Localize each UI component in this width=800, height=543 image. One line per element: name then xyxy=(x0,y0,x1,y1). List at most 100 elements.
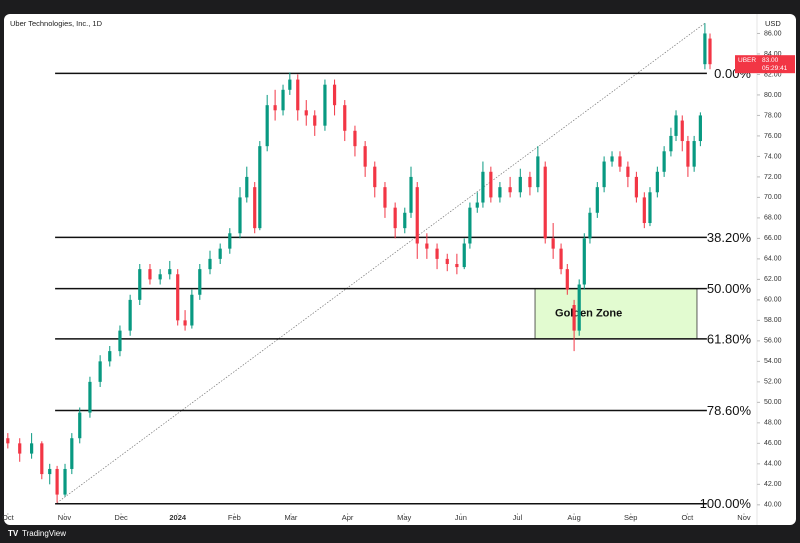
candle-body xyxy=(559,248,563,270)
candle-body xyxy=(383,187,387,208)
footer-text: TradingView xyxy=(22,529,66,538)
candle-body xyxy=(551,238,555,249)
x-tick-label: Nov xyxy=(58,513,72,522)
candle-body xyxy=(626,166,630,177)
golden-zone-label: Golden Zone xyxy=(555,308,622,320)
candle-body xyxy=(55,468,59,495)
candle-body xyxy=(475,202,479,208)
candle-body xyxy=(313,115,317,126)
candle-body xyxy=(281,89,285,111)
x-tick-label: 2024 xyxy=(169,513,187,522)
candle-body xyxy=(183,320,187,326)
candle-body xyxy=(176,274,180,321)
logo-mark: TV xyxy=(8,529,19,538)
y-tick-label: 54.00 xyxy=(764,358,782,365)
candle-body xyxy=(343,105,347,131)
candle-body xyxy=(543,166,547,239)
candle-body xyxy=(425,243,429,249)
candle-body xyxy=(108,351,112,362)
candle-body xyxy=(462,243,466,268)
candle-body xyxy=(403,212,407,229)
candle-body xyxy=(618,156,622,167)
candle-body xyxy=(588,212,592,239)
fib-level-label: 78.60% xyxy=(707,403,752,418)
x-tick-label: Feb xyxy=(228,513,241,522)
y-tick-label: 42.00 xyxy=(764,481,782,488)
x-tick-label: Oct xyxy=(682,513,695,522)
candle-body xyxy=(48,468,52,475)
candle-body xyxy=(662,151,666,172)
candle-body xyxy=(273,105,277,111)
x-tick-label: Aug xyxy=(567,513,580,522)
candle-body xyxy=(708,38,712,65)
candle-body xyxy=(642,197,646,224)
candle-body xyxy=(536,156,540,188)
y-tick-label: 66.00 xyxy=(764,235,782,242)
y-tick-label: 52.00 xyxy=(764,379,782,386)
candle-body xyxy=(70,438,74,469)
candle-body xyxy=(6,438,10,444)
candle-body xyxy=(565,269,569,290)
candle-body xyxy=(208,258,212,270)
price-tag-symbol: UBER xyxy=(738,57,756,64)
x-tick-label: Apr xyxy=(342,513,354,522)
candle-body xyxy=(288,79,292,90)
x-tick-label: Dec xyxy=(114,513,128,522)
candle-body xyxy=(88,381,92,413)
candle-body xyxy=(481,171,485,203)
candle-body xyxy=(304,110,308,116)
y-tick-label: 74.00 xyxy=(764,153,782,160)
y-tick-label: 76.00 xyxy=(764,133,782,140)
y-tick-label: 62.00 xyxy=(764,276,782,283)
y-tick-label: 50.00 xyxy=(764,399,782,406)
y-tick-label: 70.00 xyxy=(764,194,782,201)
candle-body xyxy=(148,269,152,280)
candle-body xyxy=(445,258,449,265)
y-tick-label: 82.00 xyxy=(764,71,782,78)
candle-body xyxy=(698,115,702,142)
candle-body xyxy=(158,274,162,280)
price-tag xyxy=(735,55,795,74)
candle-body xyxy=(128,299,132,331)
x-tick-label: Mar xyxy=(285,513,298,522)
y-tick-label: 80.00 xyxy=(764,92,782,99)
candle-body xyxy=(634,176,638,198)
y-tick-label: 58.00 xyxy=(764,317,782,324)
candle-body xyxy=(582,238,586,285)
candle-body xyxy=(228,233,232,249)
candle-body xyxy=(18,443,22,454)
candle-body xyxy=(498,187,502,198)
candle-body xyxy=(680,120,684,142)
candle-body xyxy=(138,269,142,300)
candle-body xyxy=(489,171,493,198)
fib-level-label: 38.20% xyxy=(707,230,752,245)
y-tick-label: 78.00 xyxy=(764,112,782,119)
y-tick-label: 84.00 xyxy=(764,51,782,58)
y-tick-label: 68.00 xyxy=(764,215,782,222)
candle-body xyxy=(78,412,82,439)
price-tag-countdown: 05:29:41 xyxy=(762,65,788,72)
y-tick-label: 72.00 xyxy=(764,174,782,181)
candle-body xyxy=(602,161,606,188)
candle-body xyxy=(363,146,367,167)
candle-body xyxy=(508,187,512,193)
candle-body xyxy=(415,187,419,244)
y-tick-label: 46.00 xyxy=(764,440,782,447)
y-tick-label: 64.00 xyxy=(764,256,782,263)
x-tick-label: Jul xyxy=(513,513,523,522)
chart-title: Uber Technologies, Inc., 1D xyxy=(10,19,103,28)
candle-body xyxy=(692,141,696,167)
y-tick-label: 44.00 xyxy=(764,461,782,468)
candle-body xyxy=(198,269,202,295)
candle-body xyxy=(518,176,522,193)
candle-body xyxy=(323,84,327,126)
candle-body xyxy=(63,468,67,495)
candle-body xyxy=(353,130,357,147)
currency-label: USD xyxy=(765,19,781,28)
footer-logo: TV TradingView xyxy=(8,529,66,538)
candle-body xyxy=(435,248,439,259)
candle-body xyxy=(245,176,249,198)
candle-body xyxy=(686,141,690,167)
y-tick-label: 48.00 xyxy=(764,420,782,427)
